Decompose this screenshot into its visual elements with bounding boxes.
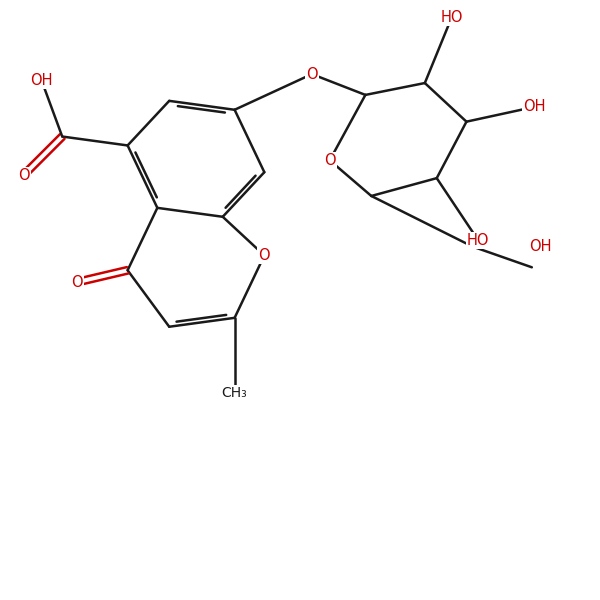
Text: O: O (18, 167, 29, 182)
Text: HO: HO (467, 233, 490, 248)
Text: OH: OH (30, 73, 53, 88)
Text: OH: OH (524, 100, 546, 115)
Text: CH₃: CH₃ (222, 386, 247, 400)
Text: OH: OH (530, 239, 552, 254)
Text: O: O (259, 248, 270, 263)
Text: O: O (324, 153, 335, 168)
Text: O: O (71, 275, 83, 290)
Text: O: O (306, 67, 318, 82)
Text: HO: HO (440, 10, 463, 25)
